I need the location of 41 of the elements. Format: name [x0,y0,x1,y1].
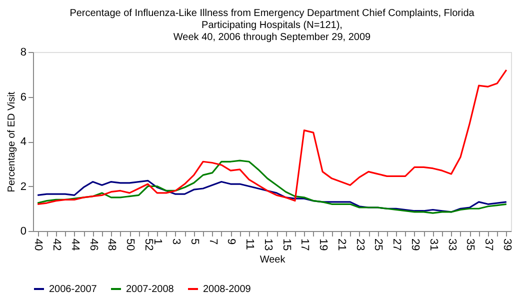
y-tick-label: 4 [20,136,26,148]
x-tick-label: 35 [464,238,476,251]
x-tick-label: 31 [427,238,440,251]
x-tick-label: 21 [335,238,348,251]
x-tick-label: 19 [317,238,330,251]
x-tick-label: 15 [280,238,292,251]
line-series [36,180,508,213]
y-tick-label: 8 [20,46,26,58]
x-tick-label: 17 [298,238,311,251]
x-tick-label: 37 [482,238,495,251]
y-tick-label: 2 [20,180,26,193]
x-tick-label: 50 [124,238,136,251]
y-tick-label: 0 [20,226,26,238]
legend-label: 2006-2007 [49,284,98,295]
x-tick-label: 3 [170,238,182,245]
x-tick-label: 52 [142,238,154,251]
x-axis-title: Week [260,254,286,266]
x-tick-label: 40 [32,238,44,251]
x-tick-label: 1 [152,238,164,245]
legend-label: 2008-2009 [203,284,252,295]
x-tick-label: 44 [68,238,81,251]
x-tick-label: 13 [262,238,274,251]
x-tick-label: 7 [206,238,219,245]
x-tick-label: 42 [50,238,62,251]
x-tick-label: 11 [244,238,256,250]
x-tick-label: 5 [188,238,200,245]
x-tick-label: 9 [225,238,238,245]
x-tick-label: 23 [354,238,366,251]
y-tick-label: 6 [20,91,26,104]
x-tick-label: 25 [372,238,384,251]
legend-label: 2007-2008 [126,284,174,295]
line-series [36,69,508,205]
x-tick-label: 27 [390,238,403,251]
x-tick-label: 29 [408,238,421,251]
chart-title: Percentage of Influenza-Like Illness from Emergency Department Chief Complaints, Florida Participating Hospitals (N=121), Week 40, 2006 through September 29, 2009 [70,8,475,43]
x-tick-label: 39 [500,238,513,251]
x-tick-label: 46 [87,238,100,251]
x-tick-label: 33 [446,238,458,251]
y-axis-title: Percentage of ED Visit [6,92,18,192]
x-tick-label: 48 [106,238,118,251]
line-series [36,160,508,214]
